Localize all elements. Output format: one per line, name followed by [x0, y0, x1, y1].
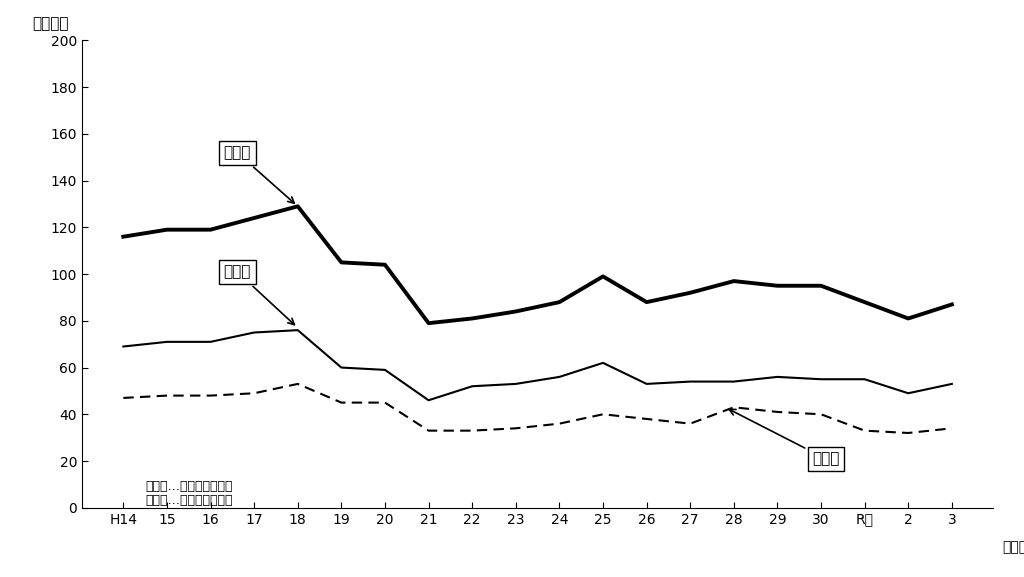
Text: 総戸数: 総戸数 [223, 145, 294, 203]
Text: （年度）: （年度） [1002, 541, 1024, 554]
Text: 借家系: 借家系 [729, 410, 840, 466]
Text: 持家系: 持家系 [223, 264, 294, 325]
Text: 持家系…持家、分譲住宅: 持家系…持家、分譲住宅 [145, 479, 232, 493]
Text: 借家系…貸家、給与住宅: 借家系…貸家、給与住宅 [145, 494, 232, 507]
Text: （万戸）: （万戸） [32, 16, 69, 31]
